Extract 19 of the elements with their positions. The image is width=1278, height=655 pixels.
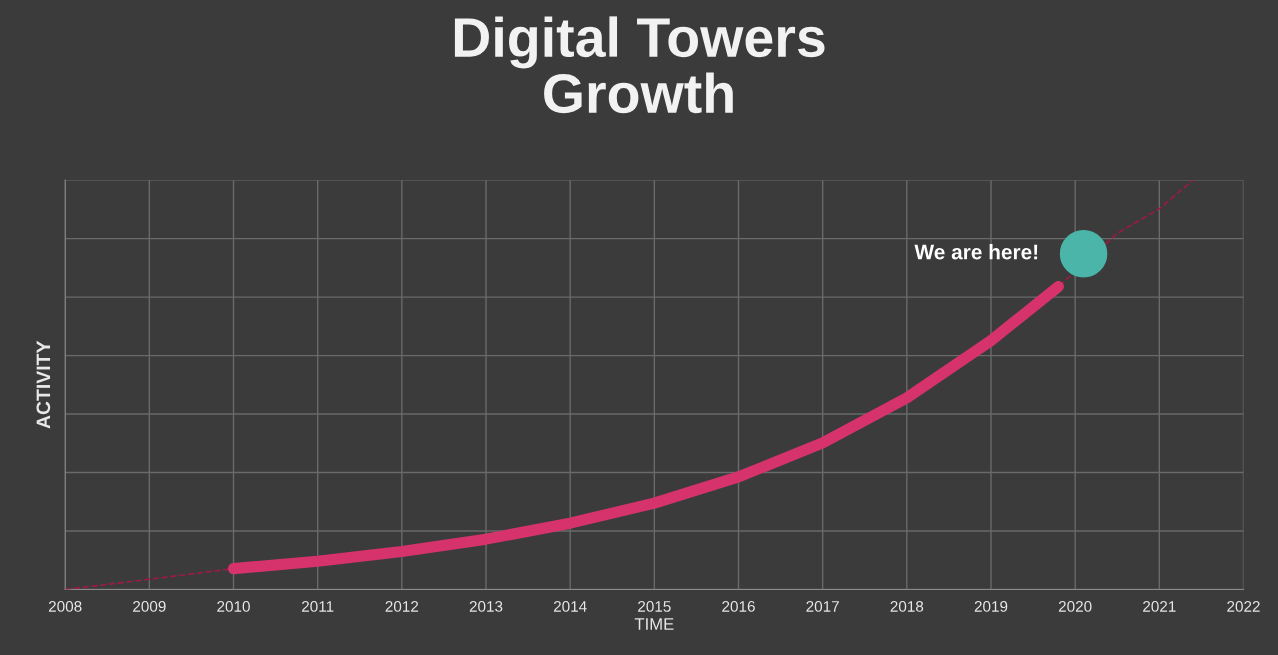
- x-tick-label: 2009: [133, 601, 166, 612]
- x-tick-label: 2019: [974, 601, 1008, 612]
- x-tick-label: 2014: [553, 601, 587, 612]
- x-tick-label: 2015: [638, 601, 671, 612]
- x-tick-label: 2008: [48, 601, 82, 612]
- x-axis-title: TIME: [634, 618, 674, 630]
- y-axis-title: ACTIVITY: [36, 340, 51, 429]
- x-tick-label: 2013: [469, 601, 503, 612]
- x-tick-label: 2016: [722, 601, 755, 612]
- x-tick-label: 2011: [302, 601, 334, 612]
- x-tick-label: 2021: [1143, 601, 1176, 612]
- x-tick-label: 2010: [217, 601, 250, 612]
- x-tick-label: 2018: [890, 601, 924, 612]
- chart-title: Digital Towers Growth: [454, 16, 825, 114]
- x-tick-label: 2012: [385, 601, 419, 612]
- x-tick-label: 2022: [1227, 601, 1260, 612]
- annotation: We are here!: [914, 244, 1038, 260]
- x-tick-label: 2020: [1058, 601, 1092, 612]
- x-tick-label: 2017: [806, 601, 839, 612]
